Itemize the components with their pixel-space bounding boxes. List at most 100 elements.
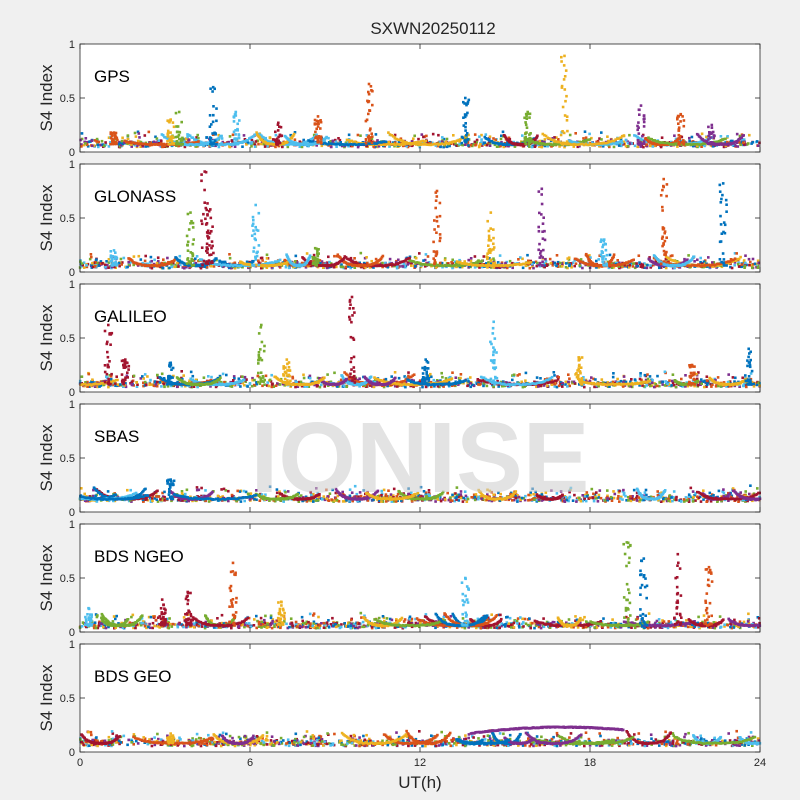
data-point — [79, 262, 82, 266]
data-point — [424, 253, 428, 256]
data-point — [410, 140, 414, 143]
data-point — [172, 142, 176, 145]
data-point — [353, 140, 357, 143]
data-point — [451, 264, 454, 268]
data-point — [692, 264, 696, 267]
data-point — [338, 143, 342, 147]
data-point — [375, 142, 378, 145]
data-point — [186, 240, 190, 244]
data-point — [171, 142, 174, 145]
data-point — [388, 257, 392, 261]
data-point — [694, 143, 697, 146]
data-point — [741, 138, 744, 141]
data-point — [177, 137, 181, 141]
data-point — [177, 134, 181, 137]
data-point — [451, 266, 454, 270]
data-point — [199, 258, 202, 261]
data-point — [209, 87, 212, 90]
data-point — [458, 258, 461, 262]
data-point — [423, 140, 426, 143]
data-point — [664, 255, 668, 259]
data-point — [274, 133, 278, 137]
data-point — [138, 136, 141, 139]
data-point — [155, 143, 158, 146]
data-point — [642, 140, 646, 143]
data-point — [551, 264, 555, 267]
data-point — [502, 145, 506, 149]
data-point — [401, 139, 405, 143]
data-point — [712, 261, 716, 264]
data-point — [437, 225, 440, 228]
data-point — [208, 232, 212, 235]
data-point — [311, 257, 315, 261]
data-point — [127, 263, 131, 266]
data-point — [79, 138, 82, 142]
data-point — [170, 136, 173, 140]
data-point — [487, 248, 491, 252]
data-point — [537, 190, 541, 193]
data-point — [286, 263, 289, 267]
data-point — [607, 140, 611, 144]
data-point — [576, 143, 579, 146]
data-point — [434, 191, 438, 194]
data-point — [142, 377, 145, 380]
data-point — [444, 142, 447, 145]
data-point — [677, 115, 681, 118]
data-point — [162, 258, 165, 261]
data-point — [612, 255, 615, 258]
data-point — [314, 130, 317, 134]
data-point — [187, 138, 191, 142]
data-point — [525, 126, 529, 129]
data-point — [215, 119, 218, 123]
data-point — [672, 259, 676, 263]
data-point — [567, 256, 571, 259]
data-point — [435, 264, 438, 267]
data-point — [688, 136, 691, 140]
data-point — [581, 140, 585, 143]
data-point — [503, 265, 507, 269]
data-point — [718, 258, 722, 261]
data-point — [528, 112, 532, 116]
data-point — [608, 253, 612, 257]
data-point — [553, 139, 556, 142]
data-point — [739, 142, 742, 145]
data-point — [722, 145, 726, 149]
data-point — [466, 262, 469, 266]
data-point — [664, 141, 668, 145]
data-point — [88, 257, 92, 261]
data-point — [319, 127, 322, 130]
data-point — [676, 145, 679, 148]
data-point — [109, 136, 113, 140]
data-point — [197, 136, 200, 140]
data-point — [580, 141, 584, 144]
data-point — [543, 265, 546, 269]
data-point — [555, 136, 558, 139]
data-point — [436, 142, 439, 146]
data-point — [184, 137, 188, 140]
data-point — [710, 123, 714, 127]
data-point — [111, 142, 115, 145]
data-point — [690, 258, 693, 262]
data-point — [492, 266, 496, 269]
data-point — [144, 141, 148, 145]
data-point — [742, 259, 746, 262]
data-point — [394, 143, 397, 147]
data-point — [620, 134, 624, 138]
data-point — [466, 111, 469, 115]
data-point — [599, 142, 602, 145]
data-point — [233, 141, 237, 144]
data-point — [756, 144, 760, 147]
data-point — [205, 136, 208, 139]
data-point — [569, 143, 573, 146]
data-point — [707, 256, 710, 259]
data-point — [319, 120, 323, 124]
data-point — [368, 129, 372, 132]
data-point — [529, 260, 532, 264]
data-point — [194, 141, 197, 144]
data-point — [594, 143, 597, 146]
data-point — [726, 135, 729, 138]
data-point — [465, 140, 468, 144]
data-point — [305, 252, 309, 255]
data-point — [438, 201, 442, 205]
data-point — [600, 238, 603, 241]
